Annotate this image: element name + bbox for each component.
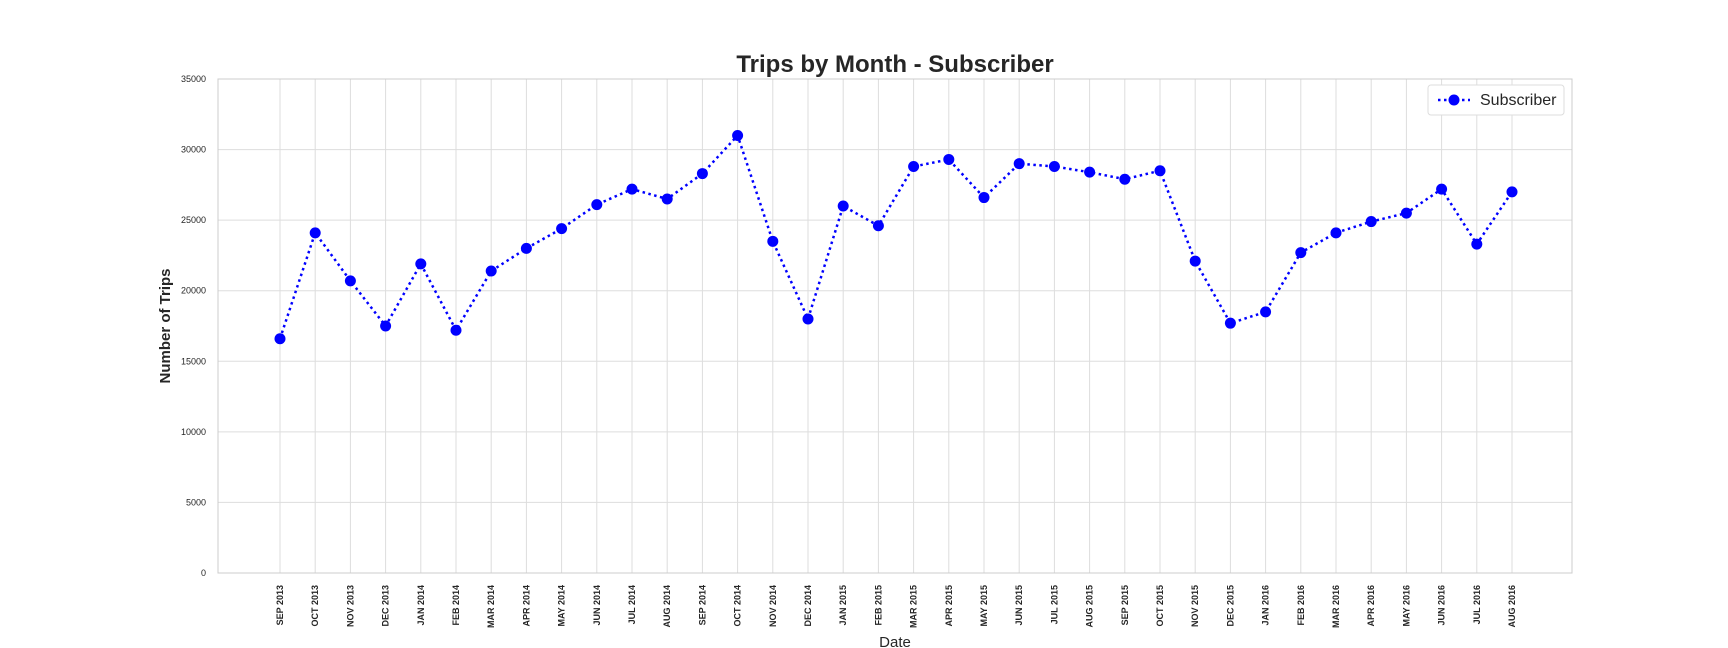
y-tick-label: 30000 xyxy=(181,145,206,155)
data-point xyxy=(978,192,990,204)
x-tick-label: JAN 2016 xyxy=(1261,585,1271,626)
x-tick-label: NOV 2013 xyxy=(345,585,355,627)
y-tick-label: 25000 xyxy=(181,215,206,225)
x-tick-label: FEB 2014 xyxy=(451,585,461,626)
data-point xyxy=(309,227,321,239)
legend-marker xyxy=(1448,94,1460,106)
x-tick-label: MAY 2016 xyxy=(1401,585,1411,627)
x-tick-label: SEP 2015 xyxy=(1120,585,1130,625)
data-point xyxy=(344,275,356,287)
legend: Subscriber xyxy=(1427,84,1565,116)
x-axis-tick-labels: SEP 2013 OCT 2013 NOV 2013 DEC 2013 JAN 2014… xyxy=(275,585,1517,628)
data-point xyxy=(802,313,814,325)
x-tick-label: MAY 2014 xyxy=(557,585,567,627)
x-tick-label: APR 2015 xyxy=(944,585,954,627)
data-point xyxy=(380,320,392,332)
x-tick-label: MAY 2015 xyxy=(979,585,989,627)
x-tick-label: APR 2014 xyxy=(521,585,531,627)
data-point xyxy=(767,235,779,247)
x-tick-label: APR 2016 xyxy=(1366,585,1376,627)
x-tick-label: JUN 2015 xyxy=(1014,585,1024,626)
x-tick-label: DEC 2013 xyxy=(381,585,391,627)
data-point xyxy=(1260,306,1272,318)
data-point xyxy=(591,199,603,211)
x-tick-label: SEP 2013 xyxy=(275,585,285,625)
legend-box xyxy=(1427,84,1565,116)
data-point xyxy=(1295,247,1307,259)
y-tick-label: 5000 xyxy=(186,497,206,507)
x-tick-label: SEP 2014 xyxy=(697,585,707,625)
x-tick-label: MAR 2016 xyxy=(1331,585,1341,628)
x-tick-label: OCT 2014 xyxy=(733,585,743,627)
data-point xyxy=(696,168,708,180)
y-tick-label: 0 xyxy=(201,568,206,578)
y-axis-label: Number of Trips xyxy=(157,268,174,383)
x-tick-label: JAN 2014 xyxy=(416,585,426,626)
x-tick-label: AUG 2015 xyxy=(1085,585,1095,628)
data-point xyxy=(520,242,532,254)
y-axis-tick-labels: 0 5000 10000 15000 20000 25000 30000 35000 xyxy=(181,74,206,578)
y-tick-label: 20000 xyxy=(181,286,206,296)
plot-area-frame xyxy=(217,78,1573,574)
data-point xyxy=(1189,255,1201,267)
data-point xyxy=(556,223,568,235)
data-point xyxy=(943,153,955,165)
chart-title: Trips by Month - Subscriber xyxy=(736,51,1053,78)
series-layer xyxy=(274,129,1518,345)
data-point xyxy=(908,161,920,173)
data-point xyxy=(1365,216,1377,228)
data-point xyxy=(1471,238,1483,250)
x-tick-label: JUN 2016 xyxy=(1437,585,1447,626)
x-tick-label: DEC 2014 xyxy=(803,585,813,627)
x-tick-label: JAN 2015 xyxy=(838,585,848,626)
y-tick-label: 35000 xyxy=(181,74,206,84)
x-axis-label: Date xyxy=(879,634,911,648)
x-tick-label: MAR 2014 xyxy=(486,585,496,628)
x-tick-label: NOV 2015 xyxy=(1190,585,1200,627)
x-tick-label: JUN 2014 xyxy=(592,585,602,626)
data-point xyxy=(1084,166,1096,178)
x-tick-label: JUL 2014 xyxy=(627,585,637,624)
x-tick-label: FEB 2015 xyxy=(873,585,883,626)
data-point xyxy=(626,183,638,195)
data-point xyxy=(1436,183,1448,195)
data-point xyxy=(485,265,497,277)
data-point xyxy=(661,193,673,205)
data-point xyxy=(1330,227,1342,239)
x-tick-label: OCT 2013 xyxy=(310,585,320,627)
y-tick-label: 15000 xyxy=(181,356,206,366)
data-point xyxy=(1154,165,1166,177)
x-tick-label: FEB 2016 xyxy=(1296,585,1306,626)
data-point xyxy=(415,258,427,270)
data-point xyxy=(1048,161,1060,173)
data-point xyxy=(1119,173,1131,185)
data-point xyxy=(872,220,884,232)
x-tick-label: AUG 2016 xyxy=(1507,585,1517,628)
legend-label-subscriber: Subscriber xyxy=(1480,92,1557,109)
x-tick-label: DEC 2015 xyxy=(1225,585,1235,627)
series-line-subscriber xyxy=(278,133,1514,340)
data-point xyxy=(1013,158,1025,170)
x-tick-label: JUL 2016 xyxy=(1472,585,1482,624)
data-point xyxy=(1224,317,1236,329)
x-tick-label: JUL 2015 xyxy=(1049,585,1059,624)
x-tick-label: MAR 2015 xyxy=(909,585,919,628)
data-point xyxy=(450,324,462,336)
x-tick-label: AUG 2014 xyxy=(662,585,672,628)
x-tick-label: NOV 2014 xyxy=(768,585,778,627)
data-point xyxy=(1506,186,1518,198)
vertical-gridlines xyxy=(279,79,1513,573)
y-tick-label: 10000 xyxy=(181,427,206,437)
x-tick-label: OCT 2015 xyxy=(1155,585,1165,627)
data-point xyxy=(1400,207,1412,219)
data-point xyxy=(837,200,849,212)
data-point xyxy=(274,333,286,345)
data-point xyxy=(732,129,744,141)
